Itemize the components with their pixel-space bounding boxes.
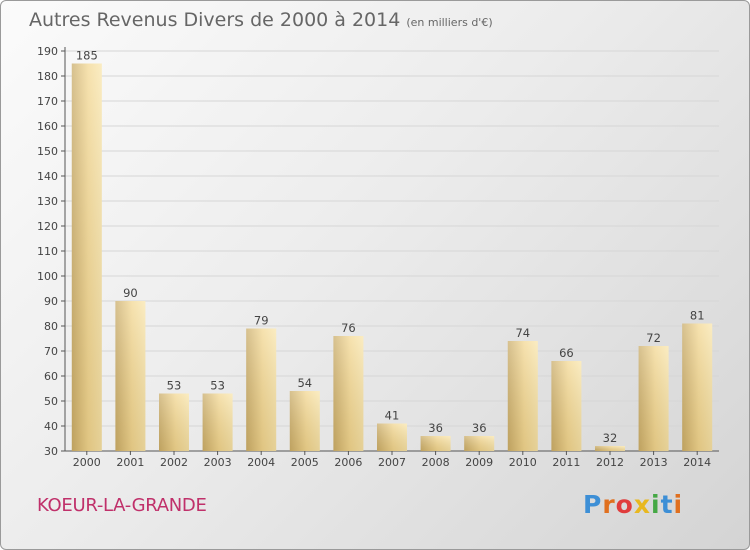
x-tick-label: 2009 xyxy=(465,456,493,469)
bar-value-label: 90 xyxy=(123,286,138,300)
bar-shade-2001 xyxy=(115,301,146,451)
x-tick-label: 2000 xyxy=(73,456,101,469)
y-tick-label: 80 xyxy=(44,320,58,333)
bar-value-label: 36 xyxy=(472,421,487,435)
x-tick-label: 2003 xyxy=(204,456,232,469)
title-main: Autres Revenus Divers de 2000 à 2014 xyxy=(29,9,401,31)
logo-letter: o xyxy=(615,490,634,519)
y-tick-label: 170 xyxy=(37,95,58,108)
bar-value-label: 32 xyxy=(603,431,618,445)
y-tick-label: 90 xyxy=(44,295,58,308)
bar-shade-2002 xyxy=(159,393,189,451)
logo-letter: i xyxy=(651,490,661,519)
y-tick-label: 160 xyxy=(37,120,58,133)
bar-value-label: 54 xyxy=(297,376,312,390)
y-tick-label: 60 xyxy=(44,370,58,383)
data-labels: 185 90 53 53 79 54 76 41 36 36 74 66 32 72 81 xyxy=(76,49,705,446)
y-tick-label: 40 xyxy=(44,420,58,433)
x-tick-label: 2007 xyxy=(378,456,406,469)
bar-value-label: 72 xyxy=(646,331,661,345)
proxiti-logo[interactable]: Proxiti xyxy=(583,490,683,519)
logo-letter: P xyxy=(583,490,603,519)
y-tick-label: 150 xyxy=(37,145,58,158)
bar-shade-2006 xyxy=(333,336,364,451)
bar-value-label: 185 xyxy=(76,49,98,63)
x-tick-label: 2011 xyxy=(552,456,580,469)
commune-name: KOEUR-LA-GRANDE xyxy=(37,495,207,516)
title-unit: (en milliers d'€) xyxy=(406,16,493,29)
bar-shade-2004 xyxy=(246,328,277,451)
bar-value-label: 66 xyxy=(559,346,574,360)
x-tick-label: 2006 xyxy=(334,456,362,469)
x-tick-label: 2008 xyxy=(422,456,450,469)
bar-value-label: 76 xyxy=(341,321,356,335)
bar-value-label: 41 xyxy=(385,409,400,423)
y-tick-label: 130 xyxy=(37,195,58,208)
bar-shade-2011 xyxy=(551,361,582,451)
bar-shade-2010 xyxy=(507,341,538,451)
bar-shade-2000 xyxy=(71,63,102,451)
x-tick-label: 2004 xyxy=(247,456,275,469)
bar-value-label: 53 xyxy=(210,379,225,393)
y-tick-label: 110 xyxy=(37,245,58,258)
bar-shade-2012 xyxy=(595,446,625,451)
axes: 30 40 50 60 70 80 90 100 110 120 130 140 150 160 170 18… xyxy=(37,45,719,469)
y-tick-label: 100 xyxy=(37,270,58,283)
chart-title: Autres Revenus Divers de 2000 à 2014 (en … xyxy=(29,9,493,31)
y-tick-label: 70 xyxy=(44,345,58,358)
logo-letter: x xyxy=(633,490,651,519)
y-tick-label: 50 xyxy=(44,395,58,408)
x-tick-label: 2013 xyxy=(640,456,668,469)
y-tick-label: 120 xyxy=(37,220,58,233)
bar-value-label: 81 xyxy=(690,309,705,323)
x-tick-label: 2010 xyxy=(509,456,537,469)
x-tick-label: 2001 xyxy=(116,456,144,469)
bar-value-label: 79 xyxy=(254,314,269,328)
bar-value-label: 36 xyxy=(428,421,443,435)
x-tick-label: 2014 xyxy=(683,456,711,469)
bars xyxy=(71,63,713,451)
bar-shade-2009 xyxy=(464,436,495,451)
logo-letter: r xyxy=(602,490,616,519)
bar-shade-2007 xyxy=(377,423,407,451)
logo-letter: t xyxy=(660,490,674,519)
x-tick-label: 2005 xyxy=(291,456,319,469)
bar-shade-2008 xyxy=(420,436,451,451)
bar-value-label: 53 xyxy=(167,379,182,393)
y-tick-label: 180 xyxy=(37,70,58,83)
bar-shade-2013 xyxy=(638,346,669,451)
bar-shade-2005 xyxy=(289,391,320,451)
x-tick-label: 2012 xyxy=(596,456,624,469)
bar-value-label: 74 xyxy=(515,326,530,340)
logo-letter: i xyxy=(673,490,684,519)
grid-lines xyxy=(65,50,719,452)
y-tick-label: 140 xyxy=(37,170,58,183)
bar-shade-2003 xyxy=(202,393,233,451)
x-tick-label: 2002 xyxy=(160,456,188,469)
bar-shade-2014 xyxy=(682,323,713,451)
y-tick-label: 190 xyxy=(37,45,58,58)
y-tick-label: 30 xyxy=(44,445,58,458)
